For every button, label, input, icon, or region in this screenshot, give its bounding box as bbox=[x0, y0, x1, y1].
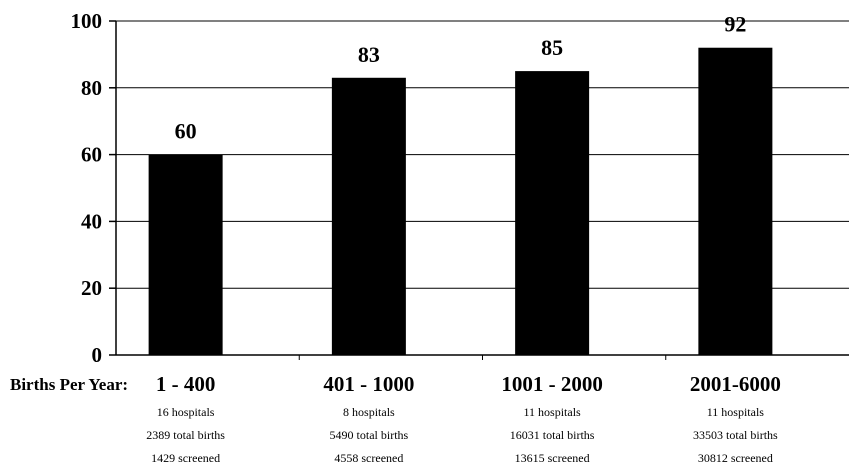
bar bbox=[331, 77, 406, 355]
bar bbox=[148, 154, 223, 355]
category-note: 5490 total births bbox=[330, 428, 409, 442]
category-note: 11 hospitals bbox=[524, 405, 582, 419]
y-tick-label: 60 bbox=[81, 143, 102, 167]
bar bbox=[698, 47, 773, 355]
data-label: 85 bbox=[541, 35, 563, 60]
category-labels: 1 - 400 401 - 1000 1001 - 2000 2001-6000 bbox=[156, 372, 781, 396]
data-label: 92 bbox=[724, 12, 746, 37]
category-note: 11 hospitals bbox=[707, 405, 765, 419]
category-label: 401 - 1000 bbox=[323, 372, 414, 396]
bar bbox=[515, 71, 590, 355]
category-label: 2001-6000 bbox=[690, 372, 781, 396]
category-label: 1001 - 2000 bbox=[501, 372, 603, 396]
y-axis-ticks: 0 20 40 60 80 100 bbox=[71, 9, 667, 367]
category-note: 33503 total births bbox=[693, 428, 778, 442]
category-note: 1429 screened bbox=[151, 451, 220, 465]
data-labels: 60 83 85 92 bbox=[175, 12, 747, 144]
category-notes: 16 hospitals 2389 total births 1429 screen… bbox=[146, 405, 778, 465]
category-note: 30812 screened bbox=[698, 451, 773, 465]
category-note: 16031 total births bbox=[510, 428, 595, 442]
data-label: 83 bbox=[358, 42, 380, 67]
category-note: 2389 total births bbox=[146, 428, 225, 442]
category-note: 13615 screened bbox=[515, 451, 590, 465]
y-tick-label: 0 bbox=[92, 343, 103, 367]
category-note: 16 hospitals bbox=[157, 405, 215, 419]
category-note: 4558 screened bbox=[334, 451, 403, 465]
y-tick-label: 40 bbox=[81, 209, 102, 233]
category-note: 8 hospitals bbox=[343, 405, 395, 419]
x-axis-title: Births Per Year: bbox=[10, 375, 128, 394]
y-tick-label: 20 bbox=[81, 276, 102, 300]
category-label: 1 - 400 bbox=[156, 372, 216, 396]
bars bbox=[148, 47, 773, 355]
y-tick-label: 80 bbox=[81, 76, 102, 100]
data-label: 60 bbox=[175, 119, 197, 144]
y-tick-label: 100 bbox=[71, 9, 103, 33]
